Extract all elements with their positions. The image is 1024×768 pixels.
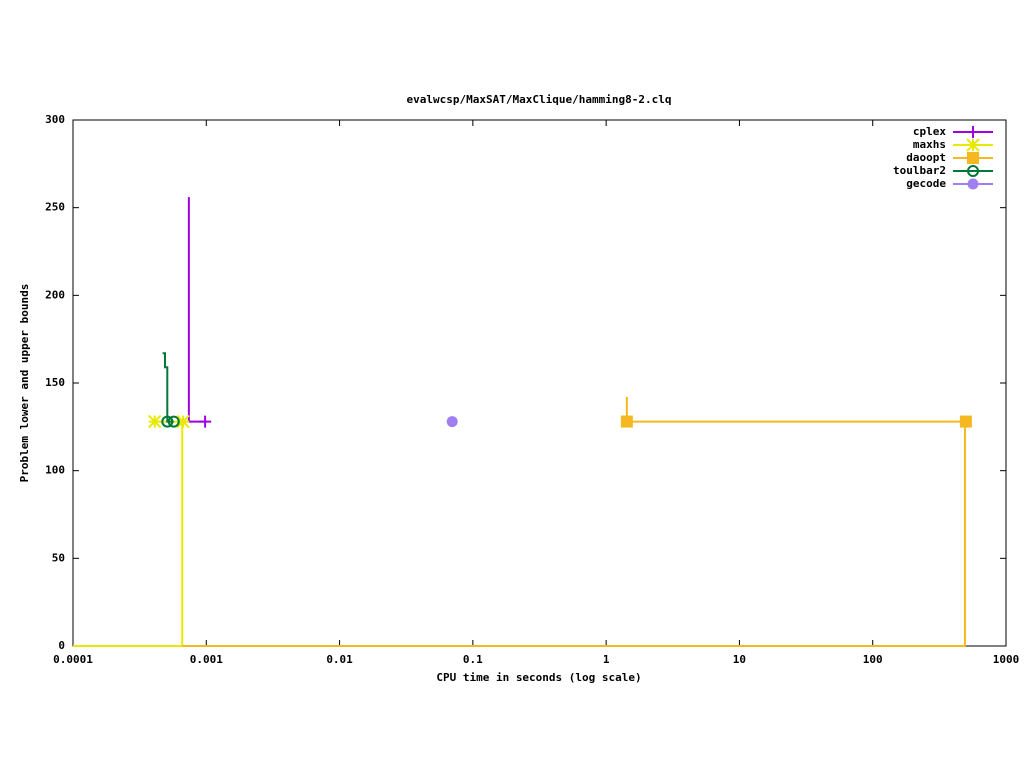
marker (161, 415, 174, 428)
bound-line (162, 352, 174, 423)
y-tick-label: 0 (58, 639, 65, 652)
plot-frame (72, 119, 1007, 647)
y-tick-label: 300 (45, 113, 65, 126)
y-tick-label: 250 (45, 201, 65, 214)
y-axis-label: Problem lower and upper bounds (18, 284, 31, 483)
x-tick-label: 0.1 (463, 653, 483, 666)
x-tick-label: 100 (863, 653, 883, 666)
legend-marker (966, 138, 980, 152)
bound-line (625, 397, 966, 423)
x-tick-label: 1000 (993, 653, 1020, 666)
marker (446, 416, 458, 428)
marker (959, 415, 972, 428)
marker (620, 415, 633, 428)
bound-line (182, 421, 966, 647)
legend-label: maxhs (913, 138, 946, 151)
marker (167, 415, 180, 428)
legend-label: gecode (906, 177, 946, 190)
legend-marker (967, 178, 979, 190)
x-tick-label: 1 (603, 653, 610, 666)
chart-title: evalwcsp/MaxSAT/MaxClique/hamming8-2.clq (407, 93, 672, 106)
x-tick-label: 0.01 (326, 653, 353, 666)
y-tick-label: 100 (45, 464, 65, 477)
bound-line (187, 197, 206, 423)
marker (199, 415, 212, 428)
legend-label: daoopt (906, 151, 946, 164)
bound-line (73, 421, 184, 647)
legend-label: toulbar2 (893, 164, 946, 177)
marker (147, 414, 162, 429)
legend-marker (967, 165, 979, 177)
legend-marker (967, 126, 979, 138)
x-tick-label: 0.001 (190, 653, 223, 666)
y-tick-label: 50 (52, 551, 65, 564)
x-tick-label: 10 (733, 653, 746, 666)
x-axis-label: CPU time in seconds (log scale) (436, 671, 641, 684)
x-tick-label: 0.0001 (53, 653, 93, 666)
legend-label: cplex (913, 125, 946, 138)
marker (176, 414, 190, 429)
legend-marker (967, 152, 979, 164)
y-tick-label: 200 (45, 288, 65, 301)
y-tick-label: 150 (45, 376, 65, 389)
